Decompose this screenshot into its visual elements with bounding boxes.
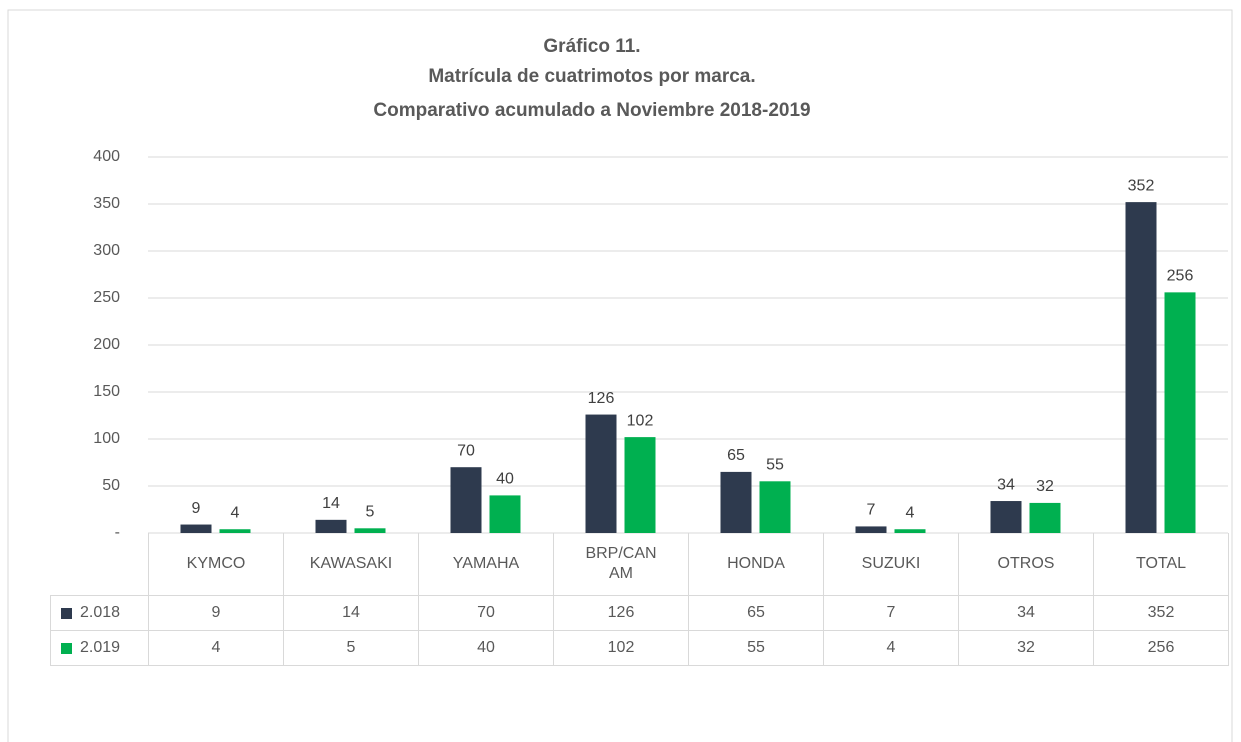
chart-frame <box>7 9 1233 742</box>
bar <box>624 437 656 533</box>
table-cell: 4 <box>823 630 959 666</box>
table-cell: 14 <box>283 595 419 631</box>
table-header: KAWASAKI <box>283 533 419 596</box>
y-tick-label: 350 <box>93 195 120 212</box>
legend-key <box>61 607 72 619</box>
data-label: 40 <box>496 471 514 488</box>
bar <box>180 524 212 533</box>
legend-cell: 2.018 <box>50 595 149 631</box>
bar <box>759 481 791 533</box>
chart-title: Comparativo acumulado a Noviembre 2018-2… <box>373 100 810 121</box>
data-label: 352 <box>1128 177 1155 194</box>
bar <box>354 528 386 533</box>
data-label: 102 <box>627 412 654 429</box>
chart-title: Matrícula de cuatrimotos por marca. <box>428 66 755 87</box>
table-cell: 7 <box>823 595 959 631</box>
legend-cell: 2.019 <box>50 630 149 666</box>
table-header: YAMAHA <box>418 533 554 596</box>
bar <box>315 519 347 533</box>
bar <box>489 495 521 533</box>
table-header: KYMCO <box>148 533 284 596</box>
data-label: 9 <box>192 500 201 517</box>
legend-key <box>61 642 72 654</box>
bar <box>1164 292 1196 533</box>
legend-label: 2.018 <box>80 604 121 621</box>
y-tick-label: 250 <box>93 289 120 306</box>
y-tick-label: 50 <box>102 477 120 494</box>
y-tick-label: 300 <box>93 242 120 259</box>
data-label: 34 <box>997 476 1015 493</box>
table-cell: 256 <box>1093 630 1229 666</box>
y-tick-label: 400 <box>93 148 120 165</box>
data-label: 14 <box>322 495 340 512</box>
bar <box>720 471 752 533</box>
table-header: OTROS <box>958 533 1094 596</box>
bar <box>990 501 1022 533</box>
y-tick-label: 200 <box>93 336 120 353</box>
table-cell: 102 <box>553 630 689 666</box>
table-cell: 5 <box>283 630 419 666</box>
table-cell: 4 <box>148 630 284 666</box>
data-label: 70 <box>457 442 475 459</box>
bar <box>894 529 926 533</box>
table-cell: 70 <box>418 595 554 631</box>
table-cell: 9 <box>148 595 284 631</box>
bar <box>450 467 482 533</box>
bar <box>855 526 887 533</box>
data-label: 65 <box>727 447 745 464</box>
data-label: 7 <box>867 502 876 519</box>
data-label: 126 <box>588 390 615 407</box>
data-label: 5 <box>366 504 375 521</box>
chart-title: Gráfico 11. <box>543 36 640 57</box>
table-header: SUZUKI <box>823 533 959 596</box>
data-label: 4 <box>231 504 240 521</box>
table-cell: 65 <box>688 595 824 631</box>
bar <box>1125 202 1157 533</box>
table-header: BRP/CAN AM <box>553 533 689 596</box>
data-label: 256 <box>1167 268 1194 285</box>
bar <box>219 529 251 533</box>
data-label: 4 <box>906 504 915 521</box>
y-tick-label: - <box>115 524 120 541</box>
bar <box>585 414 617 533</box>
y-tick-label: 100 <box>93 430 120 447</box>
data-label: 55 <box>766 457 784 474</box>
table-cell: 352 <box>1093 595 1229 631</box>
table-header: HONDA <box>688 533 824 596</box>
table-cell: 40 <box>418 630 554 666</box>
table-cell: 126 <box>553 595 689 631</box>
table-header: TOTAL <box>1093 533 1229 596</box>
table-cell: 32 <box>958 630 1094 666</box>
data-label: 32 <box>1036 478 1054 495</box>
y-tick-label: 150 <box>93 383 120 400</box>
table-cell: 55 <box>688 630 824 666</box>
bar <box>1029 502 1061 533</box>
table-cell: 34 <box>958 595 1094 631</box>
legend-label: 2.019 <box>80 639 121 656</box>
